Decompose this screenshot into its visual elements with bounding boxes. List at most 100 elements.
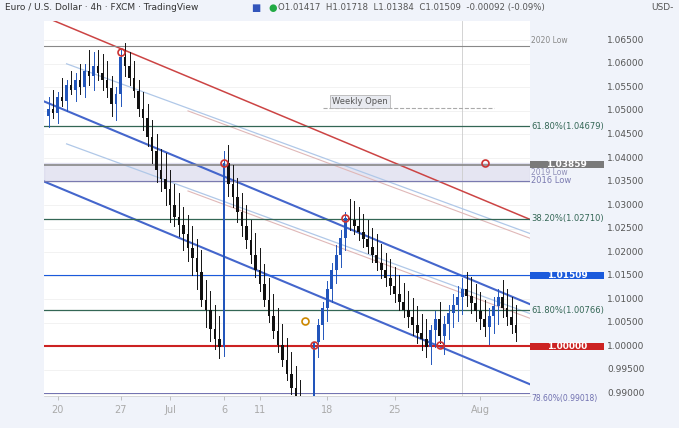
Bar bbox=[272, 316, 275, 331]
Bar bbox=[299, 402, 301, 413]
Bar bbox=[164, 179, 167, 189]
Bar bbox=[132, 78, 135, 91]
Text: 78.60%(0.99018): 78.60%(0.99018) bbox=[531, 394, 598, 403]
Bar bbox=[142, 109, 145, 118]
Text: 1.05500: 1.05500 bbox=[607, 83, 644, 92]
Bar bbox=[497, 297, 500, 306]
Bar bbox=[479, 311, 481, 319]
Text: USD-: USD- bbox=[651, 3, 674, 12]
Bar bbox=[101, 73, 104, 80]
Text: 0.99000: 0.99000 bbox=[607, 389, 644, 398]
Bar bbox=[232, 184, 234, 196]
Bar bbox=[52, 109, 54, 113]
Bar bbox=[308, 418, 311, 428]
Bar bbox=[304, 413, 306, 418]
Bar bbox=[259, 270, 261, 284]
Bar bbox=[120, 57, 122, 95]
Bar bbox=[74, 80, 77, 90]
Bar bbox=[403, 302, 405, 310]
Bar bbox=[326, 289, 329, 308]
Bar bbox=[178, 217, 181, 225]
Text: 2019 Low: 2019 Low bbox=[531, 168, 568, 177]
Bar bbox=[340, 238, 342, 255]
Bar bbox=[470, 296, 473, 303]
Bar bbox=[48, 109, 50, 116]
Bar bbox=[168, 189, 171, 205]
Bar bbox=[348, 218, 351, 220]
Bar bbox=[357, 226, 360, 232]
Text: Weekly Open: Weekly Open bbox=[332, 97, 388, 106]
Bar bbox=[240, 212, 243, 226]
Text: 2016 Low: 2016 Low bbox=[531, 176, 571, 185]
Bar bbox=[321, 308, 324, 325]
Bar bbox=[92, 66, 95, 76]
Bar bbox=[124, 57, 126, 66]
Bar bbox=[317, 325, 320, 342]
Bar bbox=[515, 325, 517, 333]
Bar bbox=[254, 255, 257, 270]
Bar bbox=[367, 239, 369, 247]
Bar bbox=[420, 333, 423, 339]
Bar bbox=[110, 88, 113, 104]
Bar bbox=[416, 325, 418, 333]
Bar bbox=[483, 319, 486, 327]
Bar bbox=[295, 388, 297, 402]
Bar bbox=[511, 317, 513, 325]
Bar bbox=[290, 374, 293, 388]
Text: 1.02000: 1.02000 bbox=[607, 248, 644, 257]
Bar bbox=[84, 71, 86, 87]
Bar bbox=[335, 255, 337, 270]
Bar bbox=[389, 278, 392, 286]
Bar bbox=[439, 319, 441, 336]
Text: ■: ■ bbox=[251, 3, 261, 13]
Bar bbox=[501, 297, 504, 308]
Bar bbox=[380, 263, 383, 270]
Bar bbox=[461, 289, 464, 297]
Bar bbox=[56, 97, 59, 113]
Bar bbox=[137, 91, 140, 109]
Bar bbox=[475, 303, 477, 311]
Bar bbox=[371, 247, 373, 255]
Bar bbox=[276, 331, 279, 345]
Bar bbox=[96, 66, 99, 73]
Bar bbox=[312, 342, 315, 428]
Bar bbox=[182, 225, 185, 234]
Text: 1.01000: 1.01000 bbox=[607, 295, 644, 304]
Text: 1.00000: 1.00000 bbox=[607, 342, 644, 351]
Bar bbox=[268, 300, 270, 316]
Bar bbox=[425, 339, 428, 348]
Text: 1.06500: 1.06500 bbox=[607, 36, 644, 45]
Bar bbox=[218, 339, 221, 348]
Bar bbox=[236, 196, 239, 212]
Bar bbox=[353, 220, 356, 226]
Text: 38.20%(1.02710): 38.20%(1.02710) bbox=[531, 214, 604, 223]
Bar bbox=[160, 170, 162, 179]
Bar bbox=[223, 163, 225, 348]
Bar bbox=[209, 310, 212, 329]
Bar bbox=[411, 317, 414, 325]
Bar bbox=[465, 289, 468, 296]
Bar bbox=[173, 205, 176, 217]
Text: 1.04000: 1.04000 bbox=[607, 154, 644, 163]
Bar bbox=[214, 329, 217, 339]
Bar bbox=[128, 66, 131, 78]
Bar bbox=[146, 118, 149, 137]
Bar bbox=[187, 234, 189, 249]
Bar bbox=[452, 305, 454, 312]
Text: 2020 Low: 2020 Low bbox=[531, 36, 568, 45]
Text: 1.03500: 1.03500 bbox=[607, 177, 644, 186]
Bar bbox=[407, 310, 409, 317]
Bar bbox=[200, 272, 203, 300]
Bar bbox=[227, 163, 230, 184]
Text: 1.01500: 1.01500 bbox=[607, 271, 644, 280]
Bar bbox=[506, 308, 509, 317]
Bar bbox=[196, 258, 198, 272]
Text: 0.99500: 0.99500 bbox=[607, 366, 644, 374]
Text: 1.00000: 1.00000 bbox=[547, 342, 587, 351]
Bar bbox=[393, 286, 396, 294]
Bar bbox=[492, 306, 495, 316]
Bar bbox=[115, 95, 117, 104]
Text: ●: ● bbox=[268, 3, 277, 13]
Bar bbox=[151, 137, 153, 151]
Bar bbox=[204, 300, 207, 310]
